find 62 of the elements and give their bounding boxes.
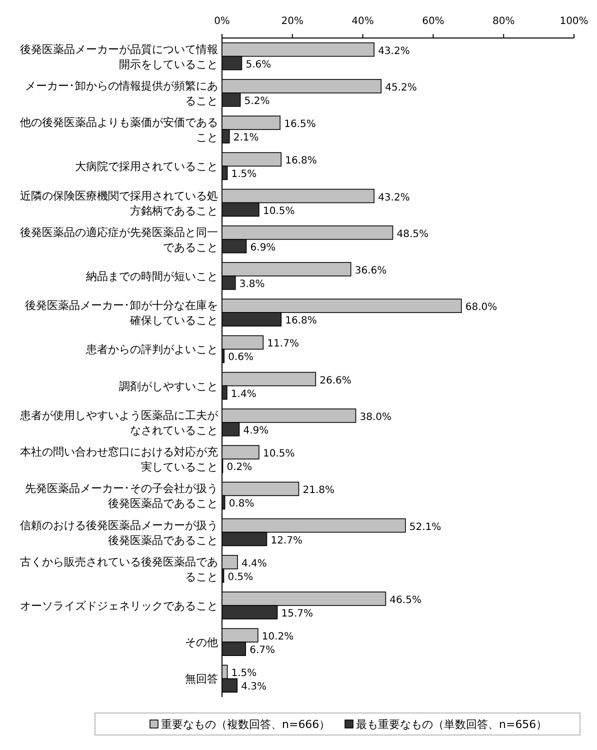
data-label: 10.5% xyxy=(262,206,295,217)
data-label: 11.7% xyxy=(267,338,299,350)
data-label: 0.5% xyxy=(228,572,254,583)
x-tick-label: 40% xyxy=(352,16,374,27)
y-tick-label: メーカー･卸からの情報提供が頻繁にあること xyxy=(25,79,218,108)
y-tick-label: 後発医薬品メーカー･卸が十分な在庫を確保していること xyxy=(25,299,218,328)
data-label: 68.0% xyxy=(465,302,498,314)
data-label: 46.5% xyxy=(390,594,422,606)
data-label: 1.5% xyxy=(231,169,257,180)
data-label: 1.4% xyxy=(230,388,256,400)
y-tick-label: 患者からの評判がよいこと xyxy=(85,343,218,356)
y-tick-label: 後発医薬品の適応症が先発医薬品と同一であること xyxy=(20,226,218,254)
data-label: 48.5% xyxy=(396,228,428,240)
data-label: 5.6% xyxy=(246,59,272,70)
x-tick-label: 60% xyxy=(422,16,444,27)
data-label: 21.8% xyxy=(302,485,335,496)
data-label: 0.8% xyxy=(228,498,254,510)
data-label: 15.7% xyxy=(281,608,314,620)
y-tick-label: 古くから販売されている後発医薬品であること xyxy=(20,555,218,584)
data-label: 5.2% xyxy=(244,96,270,107)
data-label: 26.6% xyxy=(320,375,352,386)
x-tick-label: 20% xyxy=(281,16,304,27)
x-tick-label: 80% xyxy=(492,16,515,27)
data-label: 43.2% xyxy=(378,192,410,204)
data-label: 6.9% xyxy=(250,242,276,254)
y-tick-label: 無回答 xyxy=(185,672,218,686)
data-label: 10.2% xyxy=(262,632,294,643)
data-label: 1.5% xyxy=(231,668,257,680)
data-label: 4.4% xyxy=(241,558,267,570)
y-tick-label: 患者が使用しやすいよう医薬品に工夫がなされていること xyxy=(19,408,219,437)
data-label: 43.2% xyxy=(378,46,410,57)
y-tick-label: 本社の問い合わせ窓口における対応が充実していること xyxy=(20,446,218,474)
data-label: 0.6% xyxy=(228,352,254,364)
data-label: 0.2% xyxy=(226,462,252,474)
y-tick-label: その他 xyxy=(185,636,218,650)
y-tick-label: 納品までの時間が短いこと xyxy=(86,270,218,283)
x-tick-label: 0% xyxy=(214,16,230,27)
data-label: 6.7% xyxy=(250,645,275,656)
data-label: 45.2% xyxy=(385,82,417,94)
y-tick-label: 近隣の保険医療機関で採用されている処方銘柄であること xyxy=(20,189,218,218)
y-tick-label: 大病院で採用されていること xyxy=(75,160,218,174)
y-tick-label: オーソライズドジェネリックであること xyxy=(20,599,218,612)
legend-label: 重要なもの（複数回答、n=666） xyxy=(161,718,330,731)
data-label: 16.8% xyxy=(285,316,317,327)
legend-label: 最も重要なもの（単数回答、n=656） xyxy=(356,718,548,731)
data-label: 3.8% xyxy=(239,278,265,290)
y-tick-label: 調剤がしやすいこと xyxy=(119,380,218,393)
data-label: 12.7% xyxy=(270,535,302,546)
data-label: 4.3% xyxy=(241,682,267,693)
data-label: 4.9% xyxy=(243,425,269,436)
x-tick-label: 100% xyxy=(560,16,588,27)
y-tick-label: 後発医薬品メーカーが品質について情報開示をしていること xyxy=(20,42,218,71)
y-tick-label: 他の後発医薬品よりも薬価が安価であること xyxy=(20,116,218,144)
data-label: 36.6% xyxy=(354,265,387,276)
y-tick-label: 信頼のおける後発医薬品メーカーが扱う後発医薬品であること xyxy=(20,518,218,547)
data-label: 10.5% xyxy=(262,448,295,460)
data-label: 16.8% xyxy=(285,156,317,167)
y-tick-label: 先発医薬品メーカー･その子会社が扱う後発医薬品であること xyxy=(25,482,218,510)
data-label: 16.5% xyxy=(284,119,316,130)
data-label: 2.1% xyxy=(233,132,259,144)
data-label: 52.1% xyxy=(409,522,442,533)
data-label: 38.0% xyxy=(360,412,392,423)
